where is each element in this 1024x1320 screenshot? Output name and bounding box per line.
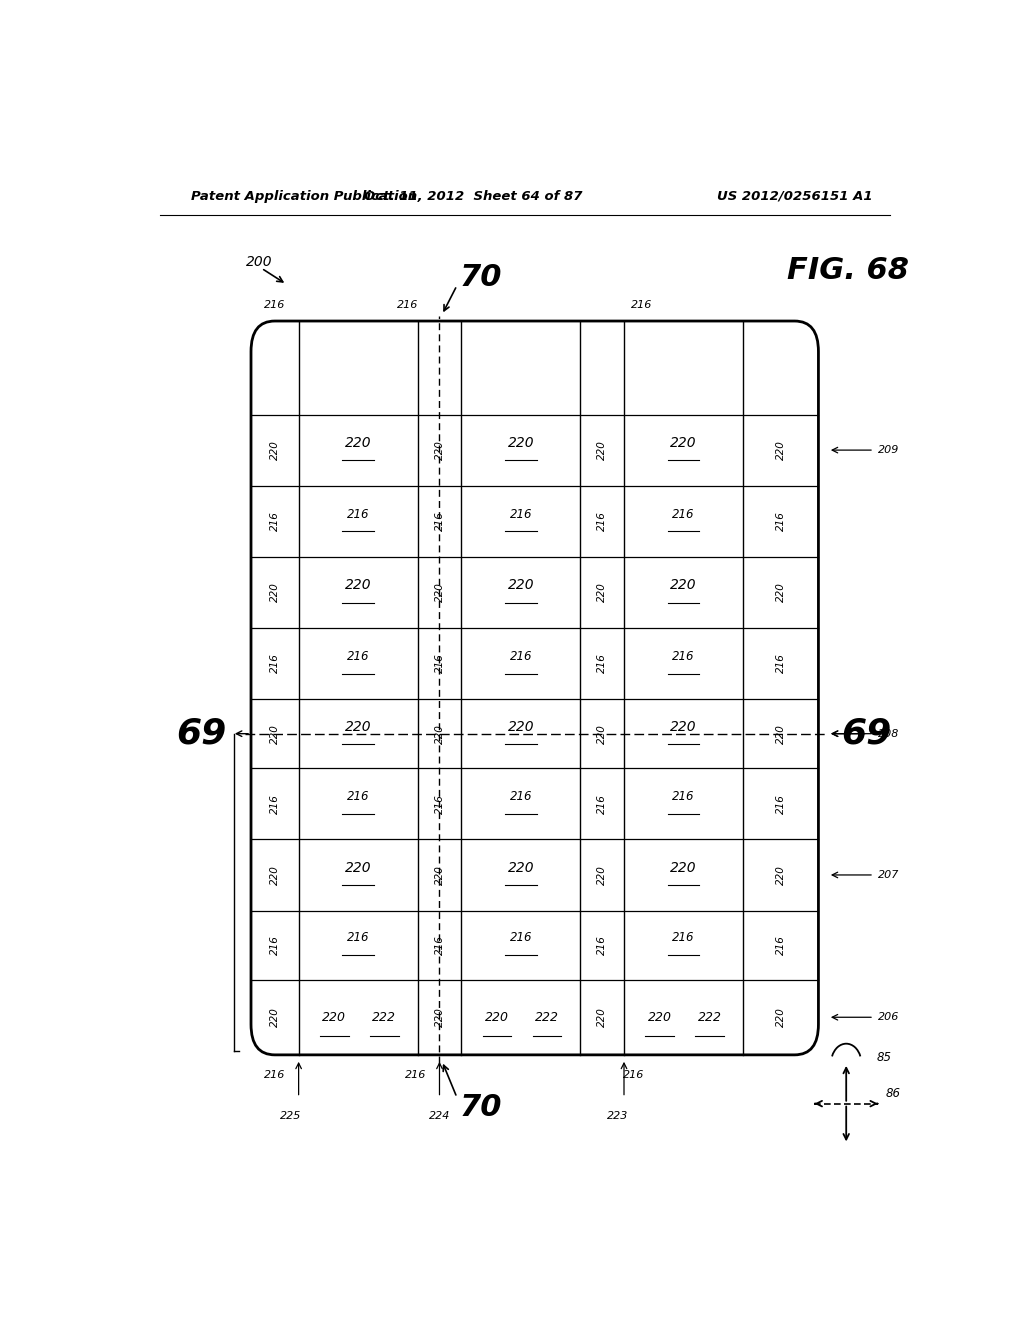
Text: 70: 70 [460,1093,502,1122]
Text: 216: 216 [264,1071,286,1080]
Text: 220: 220 [434,723,444,743]
Text: 220: 220 [508,861,535,875]
Text: 216: 216 [347,791,370,803]
Text: 216: 216 [631,300,652,310]
Text: 69: 69 [841,717,891,751]
Text: 220: 220 [670,578,697,593]
Text: US 2012/0256151 A1: US 2012/0256151 A1 [717,190,872,202]
Text: 216: 216 [597,793,607,813]
Text: 220: 220 [776,865,785,884]
Text: 220: 220 [345,719,372,734]
FancyBboxPatch shape [251,321,818,1055]
Text: 216: 216 [269,793,280,813]
Text: 216: 216 [434,935,444,956]
Text: 216: 216 [434,793,444,813]
Text: 220: 220 [776,440,785,461]
Text: 224: 224 [429,1111,451,1121]
Text: 220: 220 [776,582,785,602]
Text: 220: 220 [434,582,444,602]
Text: 220: 220 [269,723,280,743]
Text: 216: 216 [597,653,607,673]
Text: 216: 216 [264,300,286,310]
Text: 220: 220 [269,865,280,884]
Text: Oct. 11, 2012  Sheet 64 of 87: Oct. 11, 2012 Sheet 64 of 87 [364,190,583,202]
Text: 216: 216 [510,508,532,520]
Text: 220: 220 [434,865,444,884]
Text: 216: 216 [269,653,280,673]
Text: 86: 86 [886,1086,901,1100]
Text: 216: 216 [347,932,370,945]
Text: 216: 216 [434,511,444,531]
Text: 220: 220 [269,440,280,461]
Text: 223: 223 [607,1111,629,1121]
Text: 220: 220 [269,1007,280,1027]
Text: 216: 216 [776,935,785,956]
Text: 220: 220 [670,436,697,450]
Text: 222: 222 [373,1011,396,1024]
Text: 216: 216 [510,932,532,945]
Text: 220: 220 [670,861,697,875]
Text: 216: 216 [673,649,694,663]
Text: 222: 222 [697,1011,722,1024]
Text: 216: 216 [510,649,532,663]
Text: 216: 216 [673,932,694,945]
Text: 69: 69 [176,717,226,751]
Text: 216: 216 [347,649,370,663]
Text: 216: 216 [597,935,607,956]
Text: 220: 220 [508,436,535,450]
Text: 216: 216 [269,935,280,956]
Text: 220: 220 [434,1007,444,1027]
Text: 220: 220 [269,582,280,602]
Text: 222: 222 [535,1011,559,1024]
Text: 216: 216 [434,653,444,673]
Text: 220: 220 [508,578,535,593]
Text: 216: 216 [776,511,785,531]
Text: 85: 85 [877,1052,891,1064]
Text: 216: 216 [347,508,370,520]
Text: 220: 220 [345,578,372,593]
Text: 220: 220 [776,1007,785,1027]
Text: 220: 220 [434,440,444,461]
Text: 220: 220 [345,861,372,875]
Text: 216: 216 [776,793,785,813]
Text: 208: 208 [878,729,899,739]
Text: 207: 207 [878,870,899,880]
Text: 220: 220 [776,723,785,743]
Text: 216: 216 [597,511,607,531]
Text: 216: 216 [397,300,419,310]
Text: 216: 216 [776,653,785,673]
Text: 216: 216 [624,1071,644,1080]
Text: 216: 216 [510,791,532,803]
Text: 216: 216 [406,1071,426,1080]
Text: 220: 220 [508,719,535,734]
Text: 220: 220 [323,1011,346,1024]
Text: 206: 206 [878,1012,899,1022]
Text: Patent Application Publication: Patent Application Publication [191,190,418,202]
Text: 200: 200 [246,255,272,269]
Text: 216: 216 [673,508,694,520]
Text: 220: 220 [597,440,607,461]
Text: 216: 216 [673,791,694,803]
Text: 220: 220 [597,582,607,602]
Text: 225: 225 [280,1111,301,1121]
Text: 220: 220 [670,719,697,734]
Text: 216: 216 [269,511,280,531]
Text: 220: 220 [597,865,607,884]
Text: FIG. 68: FIG. 68 [786,256,908,285]
Text: 220: 220 [345,436,372,450]
Text: 220: 220 [648,1011,672,1024]
Text: 220: 220 [485,1011,509,1024]
Text: 220: 220 [597,723,607,743]
Text: 220: 220 [597,1007,607,1027]
Text: 70: 70 [460,263,502,292]
Text: 209: 209 [878,445,899,455]
